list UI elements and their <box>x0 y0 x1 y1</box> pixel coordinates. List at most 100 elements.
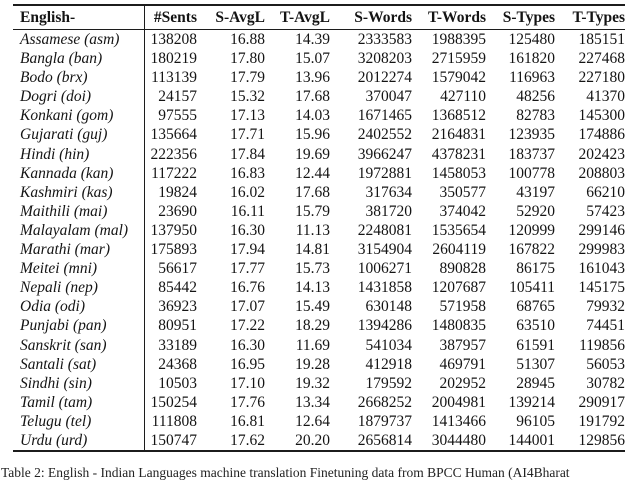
cell-value: 16.30 <box>230 221 265 239</box>
table-row: Odia (odi) 36923 17.07 15.49 630148 571958 687… <box>13 297 625 317</box>
cell-language: Gujarati (guj) <box>13 125 145 145</box>
cell-value: 15.73 <box>295 260 330 278</box>
cell-value: 227180 <box>578 69 626 87</box>
cell-value: 19.28 <box>295 355 330 373</box>
cell-value: 17.79 <box>230 69 265 87</box>
cell-value: 191792 <box>578 412 626 430</box>
cell-value: 370047 <box>365 88 413 106</box>
cell-value: 145300 <box>578 107 626 125</box>
cell-value: 290917 <box>578 393 626 411</box>
cell-value: 3966247 <box>357 145 412 163</box>
cell-language: Santali (sat) <box>13 354 145 374</box>
column-header-t-words: T-Words <box>412 5 486 30</box>
table-row: Sanskrit (san) 33189 16.30 11.69 541034 38795… <box>13 335 625 355</box>
cell-value: 17.76 <box>230 393 265 411</box>
cell-value: 16.95 <box>230 355 265 373</box>
table-header: English- #Sents S-AvgL T-AvgL S-Words T-… <box>13 5 625 30</box>
cell-language: Tamil (tam) <box>13 392 145 412</box>
cell-value: 19.32 <box>295 374 330 392</box>
cell-value: 15.07 <box>295 50 330 68</box>
cell-value: 96105 <box>516 412 555 430</box>
cell-language: Telugu (tel) <box>13 411 145 431</box>
cell-value: 630148 <box>365 298 413 316</box>
cell-value: 113139 <box>151 69 197 87</box>
cell-value: 1431858 <box>357 279 412 297</box>
cell-value: 85442 <box>158 279 197 297</box>
cell-value: 18.29 <box>295 317 330 335</box>
cell-language: Bangla (ban) <box>13 49 145 69</box>
column-header-s-words: S-Words <box>330 5 412 30</box>
table-row: Assamese (asm) 138208 16.88 14.39 2333583 198… <box>13 29 626 50</box>
cell-value: 43197 <box>516 183 555 201</box>
cell-value: 2668252 <box>357 393 412 411</box>
column-header-s-types: S-Types <box>486 5 555 30</box>
cell-value: 150254 <box>150 393 198 411</box>
cell-language: Konkani (gom) <box>13 106 145 126</box>
cell-value: 16.81 <box>230 412 265 430</box>
cell-value: 79932 <box>586 298 625 316</box>
cell-value: 2248081 <box>357 221 412 239</box>
cell-value: 350577 <box>439 183 487 201</box>
cell-value: 185151 <box>578 31 626 48</box>
cell-value: 2004981 <box>431 393 486 411</box>
cell-value: 11.13 <box>295 221 330 239</box>
finetuning-data-table: English- #Sents S-AvgL T-AvgL S-Words T-… <box>13 4 626 453</box>
column-header-language: English- <box>13 5 145 30</box>
cell-value: 2402552 <box>357 126 412 144</box>
table-row: Kashmiri (kas) 19824 16.02 17.68 317634 35057… <box>13 182 625 202</box>
cell-value: 100778 <box>508 164 556 182</box>
cell-language: Urdu (urd) <box>13 430 145 452</box>
cell-value: 17.13 <box>230 107 265 125</box>
cell-value: 890828 <box>439 260 487 278</box>
table-row: Maithili (mai) 23690 16.11 15.79 381720 37404… <box>13 201 625 221</box>
cell-value: 20.20 <box>295 431 330 449</box>
table-row: Tamil (tam) 150254 17.76 13.34 2668252 200498… <box>13 392 626 412</box>
cell-value: 17.77 <box>230 260 265 278</box>
cell-value: 17.84 <box>230 145 265 163</box>
cell-value: 17.07 <box>230 298 265 316</box>
cell-value: 61591 <box>516 336 555 354</box>
cell-value: 16.11 <box>230 202 265 220</box>
table-row: Hindi (hin) 222356 17.84 19.69 3966247 437823… <box>13 144 626 164</box>
cell-language: Nepali (nep) <box>13 278 145 298</box>
cell-language: Meitei (mni) <box>13 259 145 279</box>
cell-value: 15.79 <box>295 202 330 220</box>
cell-value: 317634 <box>365 183 413 201</box>
table-caption: Table 2: English - Indian Languages mach… <box>1 465 570 480</box>
cell-value: 1988395 <box>431 31 486 48</box>
cell-value: 19.69 <box>295 145 330 163</box>
cell-value: 123935 <box>508 126 556 144</box>
cell-value: 299983 <box>578 241 626 259</box>
cell-value: 13.34 <box>295 393 330 411</box>
cell-value: 179592 <box>365 374 413 392</box>
cell-value: 14.03 <box>295 107 330 125</box>
cell-value: 202423 <box>578 145 626 163</box>
cell-value: 16.02 <box>230 183 265 201</box>
cell-value: 135664 <box>150 126 198 144</box>
table-row: Urdu (urd) 150747 17.62 20.20 2656814 3044480… <box>13 430 625 452</box>
cell-value: 17.71 <box>230 126 265 144</box>
cell-value: 16.30 <box>230 336 265 354</box>
cell-language: Kannada (kan) <box>13 163 145 183</box>
table-row: Bodo (brx) 113139 17.79 13.96 2012274 1579042… <box>13 68 626 88</box>
cell-language: Assamese (asm) <box>13 29 145 50</box>
cell-value: 208803 <box>578 164 626 182</box>
cell-language: Punjabi (pan) <box>13 316 145 336</box>
cell-value: 125480 <box>508 31 556 48</box>
cell-value: 14.13 <box>295 279 330 297</box>
header-row: English- #Sents S-AvgL T-AvgL S-Words T-… <box>13 5 625 30</box>
cell-value: 150747 <box>150 431 198 449</box>
cell-value: 1972881 <box>357 164 412 182</box>
table-row: Telugu (tel) 111808 16.81 12.64 1879737 14134… <box>13 411 626 431</box>
cell-value: 12.64 <box>295 412 330 430</box>
cell-value: 469791 <box>439 355 487 373</box>
cell-language: Bodo (brx) <box>13 68 145 88</box>
column-header-t-avgl: T-AvgL <box>265 5 330 30</box>
cell-value: 15.49 <box>295 298 330 316</box>
cell-value: 1480835 <box>431 317 486 335</box>
cell-value: 117222 <box>151 164 197 182</box>
cell-value: 145175 <box>578 279 626 297</box>
table-row: Marathi (mar) 175893 17.94 14.81 3154904 2604… <box>13 240 626 260</box>
cell-value: 137950 <box>150 221 198 239</box>
cell-value: 17.62 <box>230 431 265 449</box>
